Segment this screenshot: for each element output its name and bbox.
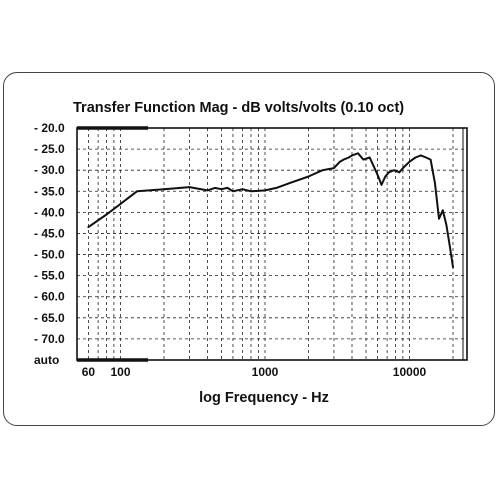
x-tick-label: 10000 bbox=[393, 365, 427, 379]
y-tick-label: - 20.0 bbox=[34, 121, 65, 135]
y-tick-label: - 60.0 bbox=[34, 290, 65, 304]
x-tick-label: 1000 bbox=[252, 365, 279, 379]
series-line bbox=[87, 152, 454, 269]
x-tick-label: 100 bbox=[110, 365, 130, 379]
grid bbox=[77, 128, 467, 360]
y-tick-label: - 70.0 bbox=[34, 332, 65, 346]
chart-title: Transfer Function Mag - dB volts/volts (… bbox=[73, 100, 404, 116]
frame-accents bbox=[77, 126, 464, 362]
y-tick-label: - 30.0 bbox=[34, 163, 65, 177]
y-axis-ticks: - 20.0 - 25.0 - 30.0 - 35.0 - 40.0 - 45.0 - 50… bbox=[34, 121, 65, 367]
y-tick-label: - 40.0 bbox=[34, 205, 65, 219]
x-axis-label: log Frequency - Hz bbox=[199, 390, 329, 406]
plot-frame bbox=[76, 127, 468, 361]
y-tick-label: - 45.0 bbox=[34, 226, 65, 240]
y-tick-label: auto bbox=[34, 353, 59, 367]
x-tick-label: 60 bbox=[82, 365, 96, 379]
x-axis-ticks: 60 100 1000 10000 bbox=[82, 365, 427, 379]
y-tick-label: - 50.0 bbox=[34, 248, 65, 262]
y-tick-label: - 65.0 bbox=[34, 311, 65, 325]
y-tick-label: - 55.0 bbox=[34, 269, 65, 283]
series-layer bbox=[87, 152, 454, 269]
chart-card bbox=[3, 72, 495, 426]
y-tick-label: - 25.0 bbox=[34, 142, 65, 156]
y-tick-label: - 35.0 bbox=[34, 184, 65, 198]
